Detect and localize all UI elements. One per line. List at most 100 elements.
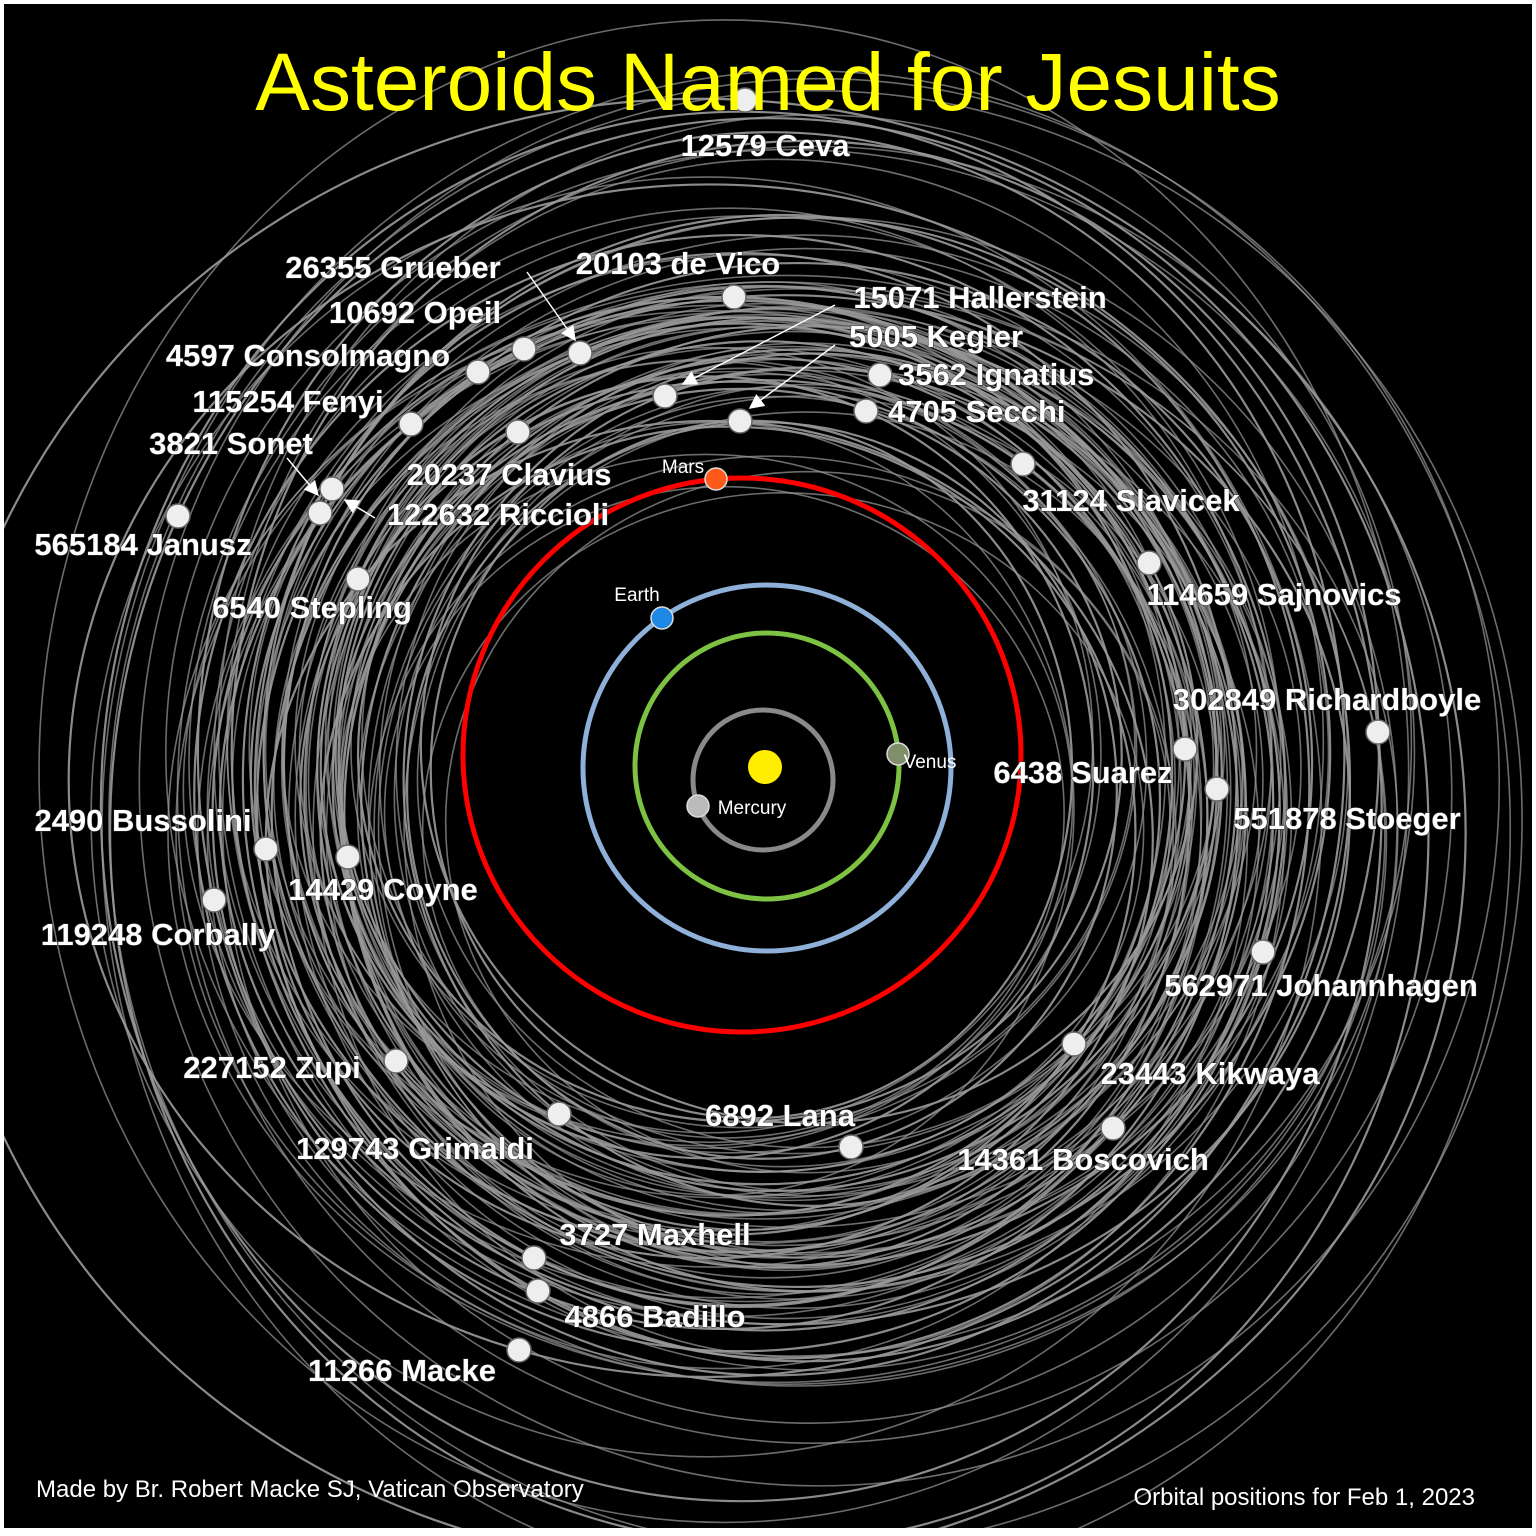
asteroid-marker [253,836,279,862]
asteroid-label: 3727 Maxhell [559,1217,750,1252]
asteroid-label: 129743 Grimaldi [296,1131,534,1166]
asteroid-marker [521,1245,547,1271]
asteroid-marker [505,419,531,445]
mercury-label: Mercury [718,798,787,819]
asteroid-orbit [303,302,1232,1279]
asteroid-orbit [90,176,1323,1458]
mercury-orbit [690,707,836,853]
asteroid-marker [335,844,361,870]
mars-label: Mars [662,457,704,478]
asteroid-marker [727,408,753,434]
asteroid-orbit [176,145,1453,1444]
asteroid-orbit [206,288,1388,1387]
asteroid-orbit [188,207,1273,1318]
asteroid-marker [319,476,345,502]
asteroid-orbit [38,19,1410,1524]
credit-text: Made by Br. Robert Macke SJ, Vatican Obs… [36,1476,584,1503]
label-arrow [526,271,576,342]
asteroid-marker [652,383,678,409]
asteroid-label: 12579 Ceva [681,128,851,163]
asteroid-orbit [323,320,1182,1258]
earth-marker [650,606,674,630]
date-text: Orbital positions for Feb 1, 2023 [1133,1484,1475,1511]
asteroid-orbit [165,148,1416,1357]
asteroid-marker [383,1048,409,1074]
asteroid-orbit [337,453,1074,1150]
mars-marker [704,467,728,491]
asteroid-orbit [324,346,1094,1134]
asteroid-orbit [444,470,1171,1174]
mercury-marker [686,794,710,818]
asteroid-orbit [416,411,1196,1149]
earth-orbit [580,582,954,954]
asteroid-label: 20237 Clavius [406,457,611,492]
asteroid-marker [853,398,879,424]
asteroid-marker [867,362,893,388]
asteroid-orbit [281,247,1330,1256]
asteroid-label: 4597 Consolmagno [166,338,450,373]
asteroid-marker [1010,451,1036,477]
asteroid-orbit [299,380,1162,1217]
asteroid-label: 23443 Kikwaya [1101,1056,1321,1091]
asteroid-orbit [378,345,1198,1202]
asteroid-marker [345,566,371,592]
mars-orbit [460,475,1024,1035]
asteroid-orbit [288,307,1281,1320]
asteroid-marker [567,340,593,366]
label-arrow [286,457,319,497]
asteroid-orbit [395,342,1215,1192]
asteroid-orbit [294,314,1226,1173]
asteroid-marker [546,1101,572,1127]
asteroid-label: 6892 Lana [705,1098,856,1133]
asteroid-orbit [339,366,1289,1254]
asteroid-orbit [367,358,1203,1270]
asteroid-orbit [109,117,1430,1528]
asteroid-label: 119248 Corbally [41,917,276,952]
asteroid-orbit [138,77,1501,1487]
asteroid-orbit [361,330,1220,1155]
asteroid-label: 302849 Richardboyle [1173,682,1481,717]
asteroid-marker [307,500,333,526]
asteroid-label: 5005 Kegler [849,319,1023,354]
asteroid-orbit [193,233,1287,1353]
asteroid-label: 3562 Ignatius [898,357,1094,392]
asteroid-orbit [312,305,1286,1358]
asteroid-orbit [253,213,1311,1360]
asteroid-markers [165,87,1391,1363]
asteroid-label: 562971 Johannhagen [1164,968,1478,1003]
asteroid-label: 6540 Stepling [212,590,412,625]
label-arrow [681,304,836,385]
label-arrow [343,499,376,519]
asteroid-orbit [101,70,1511,1528]
asteroid-marker [201,887,227,913]
asteroid-marker [506,1337,532,1363]
venus-marker [886,742,910,766]
asteroid-marker [1172,736,1198,762]
asteroid-orbit [264,284,1258,1220]
earth-label: Earth [614,585,659,606]
asteroid-label: 114659 Sajnovics [1146,577,1401,612]
asteroid-marker [525,1278,551,1304]
asteroid-orbit [217,114,1413,1371]
asteroid-orbit [405,421,1118,1160]
asteroid-label: 2490 Bussolini [34,803,251,838]
label-arrows [286,271,836,519]
asteroid-label: 227152 Zupi [183,1050,360,1085]
asteroid-label: 26355 Grueber [285,250,500,285]
asteroid-label: 15071 Hallerstein [853,280,1106,315]
asteroid-orbit [226,158,1325,1325]
asteroid-orbit [221,216,1398,1424]
asteroid-marker [398,411,424,437]
asteroid-labels: 12579 Ceva 20103 de Vico 26355 Grueber 1069… [34,128,1482,1389]
asteroid-marker [165,503,191,529]
asteroid-label: 4705 Secchi [888,394,1066,429]
asteroid-orbit [350,367,1136,1129]
asteroid-marker [1250,939,1276,965]
asteroid-label: 11266 Macke [308,1353,496,1388]
asteroid-label: 115254 Fenyi [192,384,383,419]
asteroid-label: 565184 Janusz [34,527,251,562]
asteroid-marker [1365,719,1391,745]
venus-label: Venus [904,752,957,773]
asteroid-orbit [4,97,1467,1528]
